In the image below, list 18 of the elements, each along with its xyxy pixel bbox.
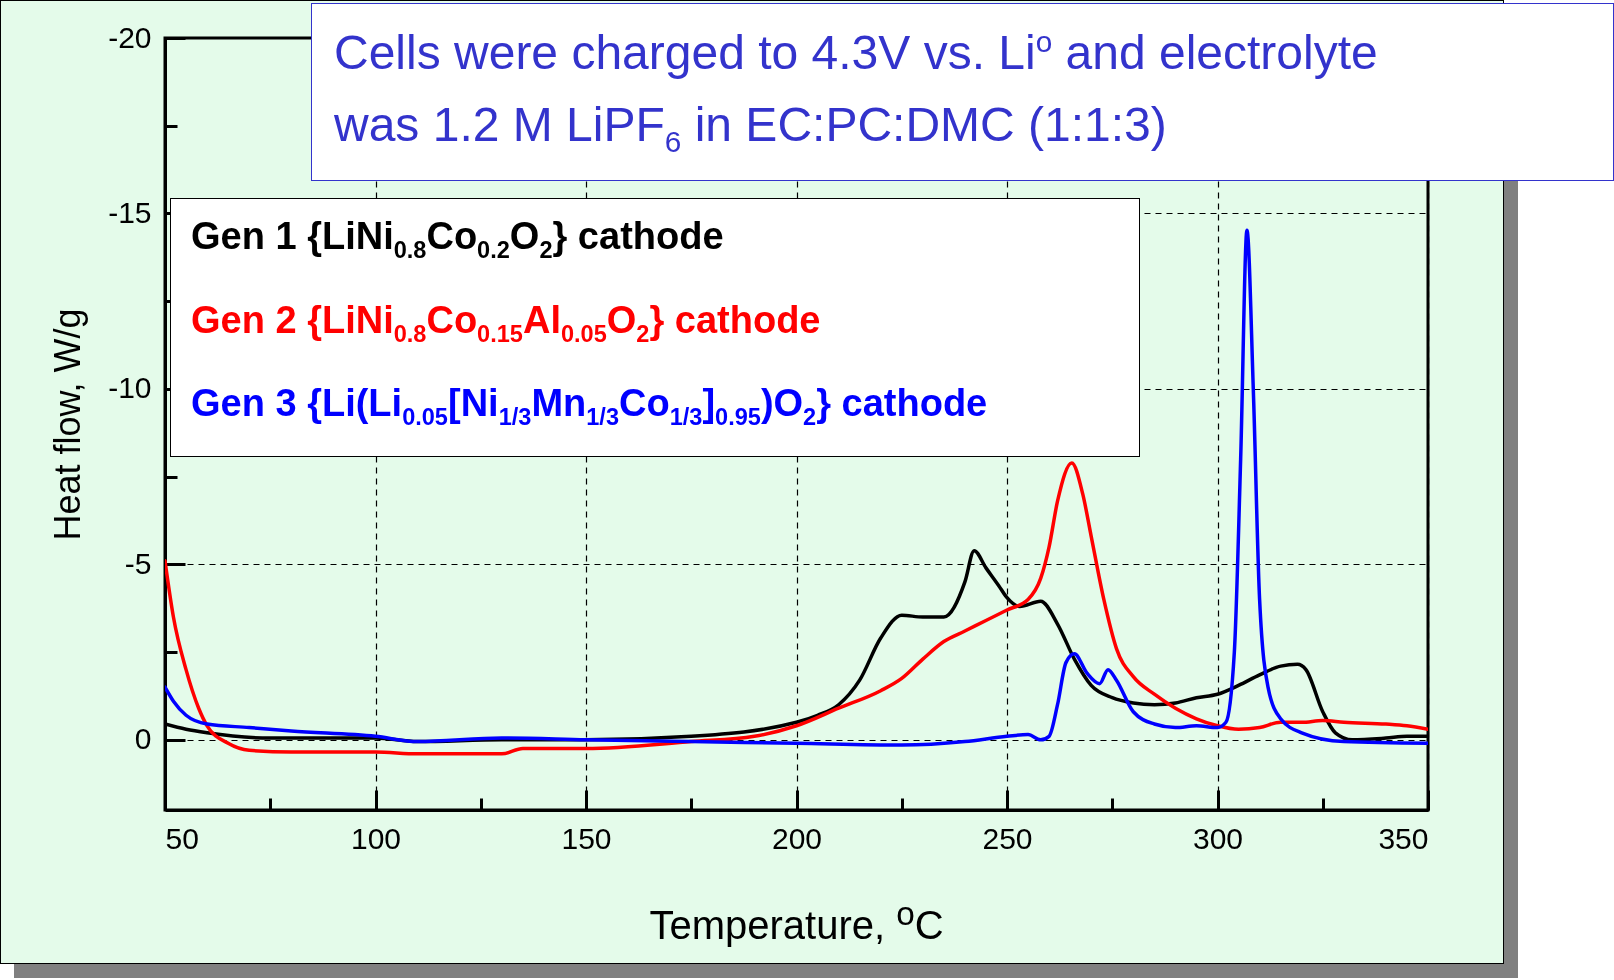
x-tick-label: 200 <box>771 821 823 855</box>
x-tick-label: 100 <box>350 821 402 855</box>
y-axis-title: Heat flow, W/g <box>47 308 89 541</box>
x-axis-title: Temperature, $^{o}$C <box>648 895 945 949</box>
x-tick-label: 250 <box>982 821 1033 855</box>
line-series <box>165 461 1428 756</box>
y-tick-label: -5 <box>124 546 152 580</box>
note-box: Cells were charged to 4.3V vs. Li$^{o}$ and electrolyte was 1.2 M LiPF$_{6}$ in EC:PC:DMC (1:1:3) <box>311 3 1614 181</box>
y-tick-label: 0 <box>134 722 152 756</box>
x-tick-label: 50 <box>165 821 199 855</box>
y-tick-label: -20 <box>108 20 152 54</box>
y-tick-label: -15 <box>108 195 152 229</box>
x-tick-label: 150 <box>561 821 612 855</box>
legend-label: Gen 1 {LiNi$_{0.8}$Co$_{0.2}$O$_{2}$} cathode <box>191 214 725 265</box>
x-tick-label: 350 <box>1378 821 1429 855</box>
x-tick-label: 300 <box>1192 821 1244 855</box>
legend: Gen 1 {LiNi$_{0.8}$Co$_{0.2}$O$_{2}$} cathode Gen 2 {LiNi$_{0.8}$Co$_{0.15}$Al$_{0.05}$O$_{2}$} cathode Gen 3 {Li(Li$_{0.05}$[Ni$_{1/3}$Mn$_{1/3}$Co$_{1/3}$]$_{0.95}$)O$_{2}$} cathode <box>170 198 1140 457</box>
y-tick-label: -10 <box>108 371 152 405</box>
